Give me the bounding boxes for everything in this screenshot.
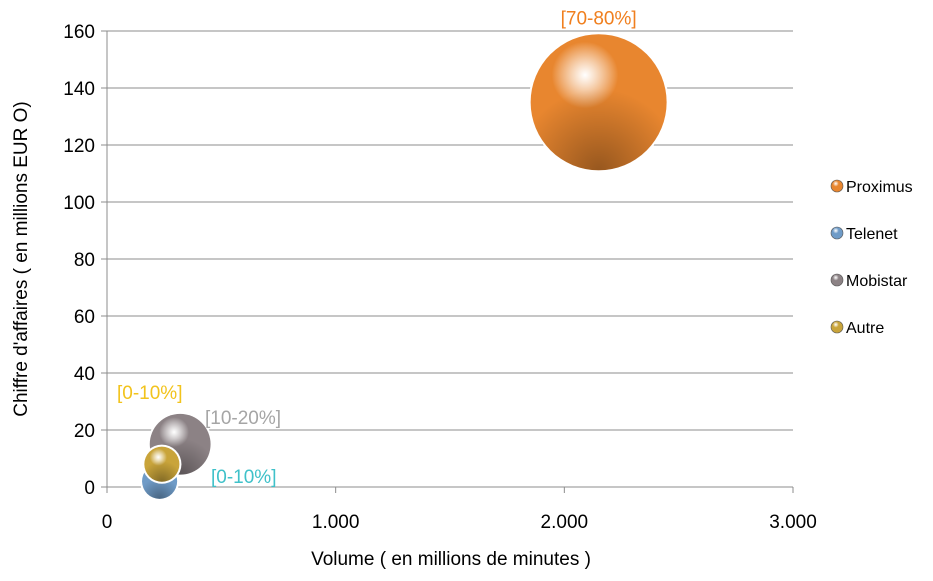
y-axis-title: Chiffre d'affaires ( en millions EUR O) <box>11 101 32 416</box>
bubble-proximus <box>528 32 669 173</box>
y-tick-label: 60 <box>74 307 95 328</box>
axes <box>106 31 794 493</box>
bubble-shade <box>144 446 180 482</box>
legend-label: Proximus <box>846 179 913 196</box>
gridlines <box>101 30 793 488</box>
y-tick-label: 80 <box>74 250 95 271</box>
y-tick-label: 40 <box>74 364 95 385</box>
bubble-autre <box>142 444 182 484</box>
legend-item-telenet: Telenet <box>830 226 898 243</box>
data-label-proximus: [70-80%] <box>561 8 637 29</box>
x-axis-title: Volume ( en millions de minutes ) <box>311 549 591 570</box>
data-label-telenet: [0-10%] <box>211 467 276 488</box>
data-label-autre: [0-10%] <box>117 383 182 404</box>
legend-marker <box>830 226 844 240</box>
x-tick-label: 1.000 <box>312 512 360 533</box>
x-tick-labels: 0 1.000 2.000 3.000 <box>102 512 817 533</box>
legend-label: Mobistar <box>846 273 908 290</box>
y-tick-label: 20 <box>74 421 95 442</box>
legend-marker <box>830 320 844 334</box>
data-labels: [70-80%] [0-10%] [10-20%] [0-10%] <box>117 8 637 488</box>
y-tick-label: 160 <box>63 22 95 43</box>
y-tick-label: 120 <box>63 136 95 157</box>
bubbles <box>140 32 669 501</box>
legend: Proximus Telenet Mobistar Autre <box>830 179 913 337</box>
legend-item-mobistar: Mobistar <box>830 273 908 290</box>
legend-marker <box>830 273 844 287</box>
y-tick-label: 0 <box>84 478 95 499</box>
data-label-mobistar: [10-20%] <box>205 408 281 429</box>
legend-item-proximus: Proximus <box>830 179 913 196</box>
bubble-shade <box>530 34 667 171</box>
x-tick-label: 3.000 <box>769 512 817 533</box>
legend-item-autre: Autre <box>830 320 884 337</box>
y-tick-label: 100 <box>63 193 95 214</box>
legend-label: Telenet <box>846 226 898 243</box>
legend-marker <box>830 179 844 193</box>
x-tick-label: 0 <box>102 512 113 533</box>
legend-label: Autre <box>846 320 884 337</box>
y-tick-label: 140 <box>63 79 95 100</box>
y-tick-labels: 0 20 40 60 80 100 120 140 160 <box>63 22 95 499</box>
x-tick-label: 2.000 <box>541 512 589 533</box>
